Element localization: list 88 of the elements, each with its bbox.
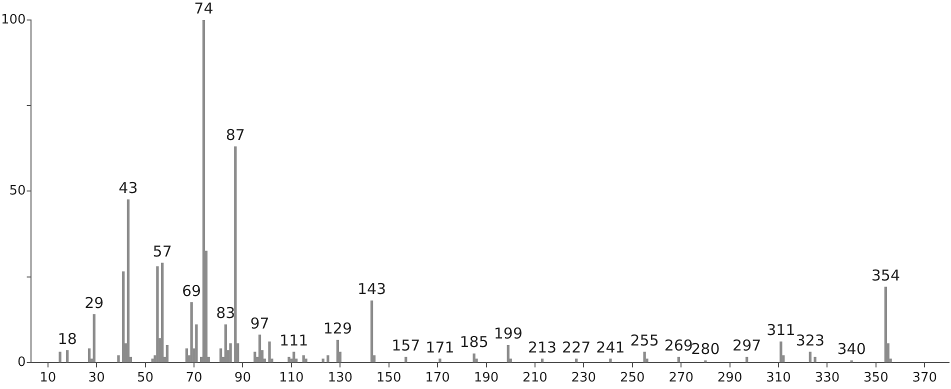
annotation: 311: [766, 321, 796, 340]
bar: [814, 356, 816, 362]
x-tick-label: 70: [186, 370, 202, 386]
annotation: 129: [323, 320, 352, 338]
annotation: 97: [250, 314, 270, 332]
bar: [202, 20, 206, 362]
x-tick-label: 270: [668, 370, 694, 386]
y-tick-label: 0: [18, 354, 26, 370]
bar: [224, 324, 227, 362]
bar: [122, 271, 125, 362]
bar: [219, 348, 222, 362]
annotation: 323: [796, 332, 824, 350]
bar: [156, 266, 159, 362]
x-tick-label: 10: [40, 370, 56, 386]
annotation: 199: [494, 324, 522, 343]
bar: [336, 340, 340, 362]
bar: [195, 324, 198, 362]
bar: [506, 344, 510, 362]
bar: [288, 356, 290, 362]
bar: [326, 355, 330, 362]
bar: [229, 343, 232, 362]
bar: [126, 199, 130, 362]
bar: [780, 342, 782, 362]
bar: [575, 358, 578, 362]
x-tick-label: 230: [571, 370, 596, 386]
x-tick-label: 150: [376, 370, 402, 386]
x-tick-label: 250: [620, 370, 645, 386]
x-tick-label: 130: [328, 370, 353, 386]
bar: [808, 352, 812, 362]
bar: [88, 348, 91, 362]
annotation: 87: [226, 126, 245, 144]
bar: [166, 344, 169, 362]
annotation: 213: [528, 338, 557, 356]
annotation: 241: [596, 338, 625, 356]
bar: [438, 358, 442, 362]
annotation: 269: [664, 336, 693, 355]
bar: [92, 314, 96, 362]
bar: [161, 262, 164, 362]
bar: [370, 300, 374, 362]
bar: [884, 286, 888, 362]
annotation: 74: [194, 0, 214, 18]
x-tick-label: 350: [864, 370, 888, 386]
y-tick-label: 100: [0, 12, 26, 28]
x-tick-label: 330: [814, 370, 840, 386]
bar: [190, 302, 193, 362]
annotation: 255: [630, 332, 659, 350]
x-tick-label: 30: [88, 370, 105, 386]
annotation: 29: [84, 294, 104, 312]
annotation: 280: [691, 340, 720, 358]
annotation: 354: [871, 266, 900, 284]
annotation: 111: [280, 332, 308, 350]
bar: [609, 358, 612, 362]
annotation: 157: [392, 336, 420, 355]
annotation: 69: [182, 282, 202, 300]
y-tick-label: 50: [9, 184, 26, 199]
bar: [292, 352, 296, 362]
x-tick-label: 370: [912, 370, 938, 386]
bar: [540, 358, 544, 362]
x-tick-label: 210: [522, 370, 548, 386]
annotation: 297: [732, 336, 762, 355]
annotation: 227: [562, 338, 591, 356]
bar: [58, 352, 62, 362]
bar: [234, 146, 237, 362]
bar: [66, 350, 69, 362]
bar: [268, 342, 271, 362]
x-tick-label: 50: [137, 370, 154, 386]
annotation: 83: [216, 304, 236, 322]
annotation: 18: [58, 330, 77, 348]
bar: [117, 355, 120, 362]
annotation: 143: [357, 280, 386, 298]
bar: [472, 354, 476, 362]
bar: [322, 358, 324, 362]
x-tick-label: 310: [766, 370, 791, 386]
bar: [254, 352, 256, 362]
x-tick-label: 290: [717, 370, 742, 386]
x-tick-label: 90: [234, 370, 251, 386]
x-tick-label: 110: [279, 370, 304, 386]
bar: [258, 334, 262, 362]
bar: [643, 352, 646, 362]
annotation: 43: [118, 179, 138, 198]
annotation: 57: [152, 242, 172, 260]
x-tick-label: 190: [474, 370, 499, 386]
bar: [304, 358, 308, 362]
bar: [185, 348, 188, 362]
annotation: 171: [426, 338, 454, 356]
annotation: 340: [837, 340, 866, 358]
annotation: 185: [460, 333, 488, 352]
x-tick-label: 170: [425, 370, 450, 386]
